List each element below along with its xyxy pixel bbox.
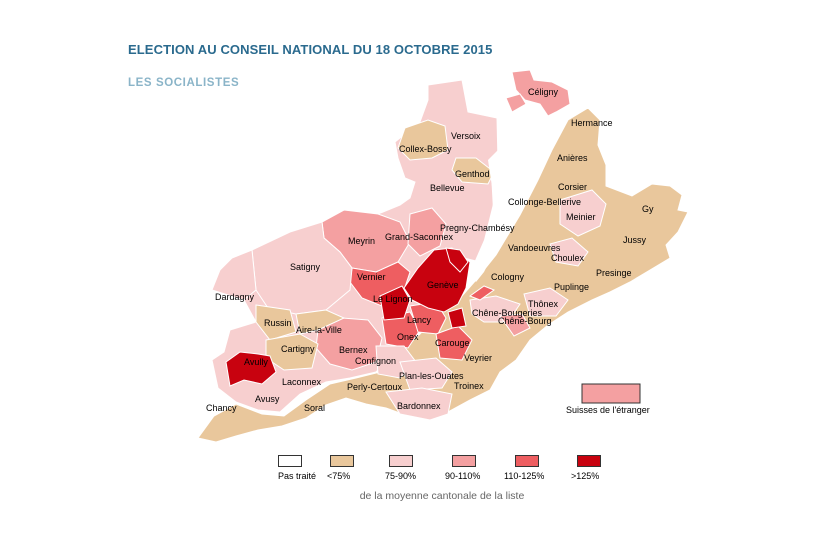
label-hermance: Hermance xyxy=(571,118,613,128)
commune-shape-cologny-strip xyxy=(468,285,496,301)
commune-shape-dardagny xyxy=(211,249,257,301)
label-presinge: Presinge xyxy=(596,268,632,278)
legend-swatch xyxy=(389,455,413,467)
label-bellevue: Bellevue xyxy=(430,183,465,193)
label-cologny: Cologny xyxy=(491,272,525,282)
commune-shape-celigny-islet xyxy=(505,93,527,113)
label-lancy: Lancy xyxy=(407,315,432,325)
legend-item-90-110: 90-110% xyxy=(445,455,480,481)
map-title: ELECTION AU CONSEIL NATIONAL DU 18 OCTOB… xyxy=(128,42,493,57)
label-laconnex: Laconnex xyxy=(282,377,322,387)
label-geneve: Genève xyxy=(427,280,459,290)
commune-shape-satigny xyxy=(251,221,353,315)
commune-shape-collex-bossy xyxy=(397,119,449,161)
commune-shape-choulex xyxy=(549,237,589,267)
label-le-lignon: Le Lignon xyxy=(373,294,413,304)
legend-label: <75% xyxy=(327,471,351,481)
label-meinier: Meinier xyxy=(566,212,596,222)
legend-item-pas-traite: Pas traité xyxy=(278,455,316,481)
label-veyrier: Veyrier xyxy=(464,353,492,363)
legend-swatch xyxy=(330,455,354,467)
label-anieres: Anières xyxy=(557,153,588,163)
legend-note: de la moyenne cantonale de la liste xyxy=(359,490,525,502)
label-dardagny: Dardagny xyxy=(215,292,255,302)
label-avusy: Avusy xyxy=(255,394,280,404)
label-genthod: Genthod xyxy=(455,169,490,179)
label-chancy: Chancy xyxy=(206,403,237,413)
legend-label: 110-125% xyxy=(504,471,545,481)
label-onex: Onex xyxy=(397,332,419,342)
label-abroad: Suisses de l'étranger xyxy=(566,405,650,415)
canton-left-bank-base xyxy=(197,107,689,443)
label-collonge-bellerive: Collonge-Bellerive xyxy=(508,197,581,207)
label-chene-bougeries: Chêne-Bougeries xyxy=(472,308,543,318)
label-satigny: Satigny xyxy=(290,262,321,272)
legend-swatch xyxy=(278,455,302,467)
commune-shape-bernex xyxy=(315,317,383,371)
commune-shape-plan-les-ouates xyxy=(399,357,453,391)
commune-shape-bardonnex xyxy=(385,387,453,421)
commune-shape-geneve-north xyxy=(445,247,469,273)
lake-leman xyxy=(470,110,566,282)
label-puplinge: Puplinge xyxy=(554,282,589,292)
label-confignon: Confignon xyxy=(355,356,396,366)
label-cartigny: Cartigny xyxy=(281,344,315,354)
commune-shape-aire-la-ville xyxy=(295,309,346,335)
label-thonex: Thônex xyxy=(528,299,559,309)
commune-shape-genthod xyxy=(451,157,495,185)
label-bernex: Bernex xyxy=(339,345,368,355)
label-troinex: Troinex xyxy=(454,381,484,391)
legend-label: 75-90% xyxy=(385,471,417,481)
label-aire-la-ville: Aire-la-Ville xyxy=(296,325,342,335)
commune-shape-geneve-east xyxy=(447,307,467,329)
label-plan-les-ouates: Plan-les-Ouates xyxy=(399,371,464,381)
legend-swatch xyxy=(452,455,476,467)
label-meyrin: Meyrin xyxy=(348,236,375,246)
label-corsier: Corsier xyxy=(558,182,587,192)
commune-shape-thonex xyxy=(523,287,569,317)
label-soral: Soral xyxy=(304,403,325,413)
legend-swatch xyxy=(577,455,601,467)
legend-label: Pas traité xyxy=(278,471,317,481)
label-vandoeuvres: Vandoeuvres xyxy=(508,243,561,253)
label-jussy: Jussy xyxy=(623,235,647,245)
legend-item-110-125: 110-125% xyxy=(504,455,544,481)
label-perly-certoux: Perly-Certoux xyxy=(347,382,403,392)
swatch-abroad xyxy=(581,383,641,404)
label-celigny: Céligny xyxy=(528,87,559,97)
commune-shape-russin xyxy=(255,304,297,341)
commune-shape-grand-saconnex xyxy=(407,207,447,257)
commune-shape-avully xyxy=(225,351,277,387)
label-gy: Gy xyxy=(642,204,654,214)
legend-item-75-90: 75-90% xyxy=(385,455,416,481)
label-vernier: Vernier xyxy=(357,272,386,282)
legend-label: 90-110% xyxy=(445,471,481,481)
label-grand-saconnex: Grand-Saconnex xyxy=(385,232,454,242)
label-carouge: Carouge xyxy=(435,338,470,348)
label-avully: Avully xyxy=(244,357,268,367)
label-russin: Russin xyxy=(264,318,292,328)
commune-shape-chene-bourg xyxy=(499,313,531,337)
legend-label: >125% xyxy=(571,471,600,481)
legend-item-lt75: <75% xyxy=(327,455,354,481)
legend-item-gt125: >125% xyxy=(571,455,601,481)
label-chene-bourg: Chêne-Bourg xyxy=(498,316,552,326)
commune-shape-le-lignon xyxy=(379,285,411,321)
label-versoix: Versoix xyxy=(451,131,481,141)
label-choulex: Choulex xyxy=(551,253,585,263)
label-bardonnex: Bardonnex xyxy=(397,401,441,411)
commune-shape-meinier xyxy=(559,189,607,237)
label-pregny-chambesy: Pregny-Chambésy xyxy=(440,223,515,233)
legend-swatch xyxy=(515,455,539,467)
party-subtitle: LES SOCIALISTES xyxy=(128,77,240,89)
label-collex-bossy: Collex-Bossy xyxy=(399,144,452,154)
commune-shape-celigny xyxy=(511,69,571,117)
